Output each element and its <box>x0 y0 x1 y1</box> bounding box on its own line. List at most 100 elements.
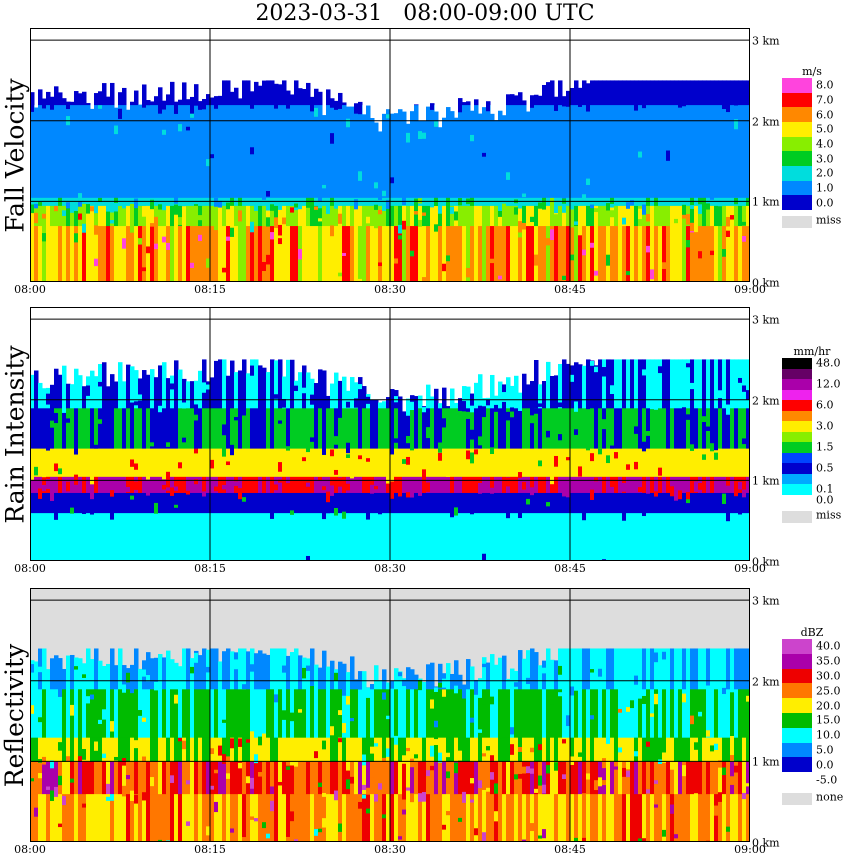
heat-cell <box>410 492 415 514</box>
heat-cell <box>270 359 275 409</box>
heat-cell <box>194 761 199 795</box>
heat-cell <box>66 737 71 762</box>
heat-cell <box>294 648 299 690</box>
heat-cell <box>342 723 346 733</box>
heat-cell <box>746 695 749 702</box>
heat-cell <box>74 737 79 762</box>
heat-cell <box>434 688 439 738</box>
heat-cell <box>442 737 447 762</box>
heat-cell <box>54 86 59 106</box>
heat-cell <box>562 205 567 227</box>
height-tick-label: 1 km <box>752 474 780 488</box>
heat-cell <box>146 476 151 493</box>
heat-cell <box>314 205 319 227</box>
heat-cell <box>86 481 90 489</box>
heat-cell <box>286 205 291 227</box>
heat-cell <box>138 378 143 409</box>
heat-cell <box>374 220 378 229</box>
heat-cell <box>578 466 582 477</box>
heat-cell <box>582 648 587 690</box>
heat-cell <box>150 777 154 787</box>
heat-cell <box>126 688 131 738</box>
heat-cell <box>42 448 47 477</box>
heat-cell <box>166 94 171 106</box>
heat-cell <box>622 217 626 225</box>
heat-cell <box>438 761 443 795</box>
heat-cell <box>658 476 663 493</box>
heat-cell <box>142 481 146 492</box>
heat-cell <box>226 461 230 466</box>
heat-cell <box>230 688 235 738</box>
heat-cell <box>238 648 243 690</box>
heat-cell <box>462 102 467 106</box>
heat-cell <box>514 225 519 281</box>
heat-cell <box>102 476 107 493</box>
heat-cell <box>490 550 494 559</box>
heat-cell <box>662 104 667 198</box>
heat-cell <box>714 512 719 560</box>
heat-cell <box>618 448 623 477</box>
heat-cell <box>418 225 423 281</box>
heat-cell <box>154 104 159 198</box>
heat-cell <box>586 737 591 762</box>
heat-cell <box>726 448 731 477</box>
heat-cell <box>150 737 155 762</box>
heat-cell <box>318 828 322 833</box>
heat-cell <box>314 751 318 759</box>
heat-cell <box>254 737 259 762</box>
heat-cell <box>530 688 535 738</box>
heat-cell <box>194 650 199 690</box>
heat-cell <box>234 372 239 409</box>
heat-cell <box>578 205 583 227</box>
heat-cell <box>642 205 647 227</box>
heat-cell <box>414 761 419 795</box>
heat-cell <box>570 223 574 228</box>
heat-cell <box>702 737 707 762</box>
heat-cell <box>438 512 443 560</box>
heat-cell <box>31 778 34 782</box>
heat-cell <box>306 442 310 453</box>
heat-cell <box>738 540 742 551</box>
heat-cell <box>330 225 335 281</box>
heat-cell <box>530 768 534 774</box>
heat-cell <box>426 205 431 227</box>
heat-cell <box>670 454 674 465</box>
heat-cell <box>586 648 591 690</box>
heat-cell <box>318 793 323 841</box>
heat-cell <box>314 761 319 795</box>
heat-cell <box>618 80 623 106</box>
heat-cell <box>274 694 278 703</box>
heat-cell <box>138 668 143 690</box>
heat-cell <box>370 512 375 560</box>
heat-cell <box>270 448 275 477</box>
heat-cell <box>134 793 139 841</box>
heat-cell <box>182 761 187 795</box>
panel-ylabel-text: Fall Velocity <box>0 77 30 233</box>
heat-cell <box>694 205 699 227</box>
heat-cell <box>254 407 259 449</box>
heat-cell <box>478 448 483 477</box>
legend-swatch <box>782 742 812 758</box>
heat-cell <box>634 205 639 227</box>
heat-cell <box>470 429 474 440</box>
heat-cell <box>42 233 46 242</box>
heat-cell <box>586 359 591 409</box>
heat-cell <box>90 448 95 477</box>
heat-cell <box>586 83 591 106</box>
heat-cell <box>614 648 619 690</box>
legend-swatch <box>782 494 812 506</box>
heat-cell <box>50 403 54 413</box>
heat-cell <box>374 761 379 795</box>
heat-cell <box>642 492 647 514</box>
heat-cell <box>622 510 626 521</box>
heat-cell <box>258 650 263 690</box>
heat-cell <box>142 455 146 463</box>
heat-cell <box>250 221 254 233</box>
heat-cell <box>246 492 251 514</box>
heat-cell <box>658 648 663 690</box>
heat-cell <box>282 104 287 198</box>
heat-cell <box>742 225 747 281</box>
heat-cell <box>390 688 394 696</box>
heat-cell <box>618 793 623 841</box>
heat-cell <box>690 476 695 493</box>
